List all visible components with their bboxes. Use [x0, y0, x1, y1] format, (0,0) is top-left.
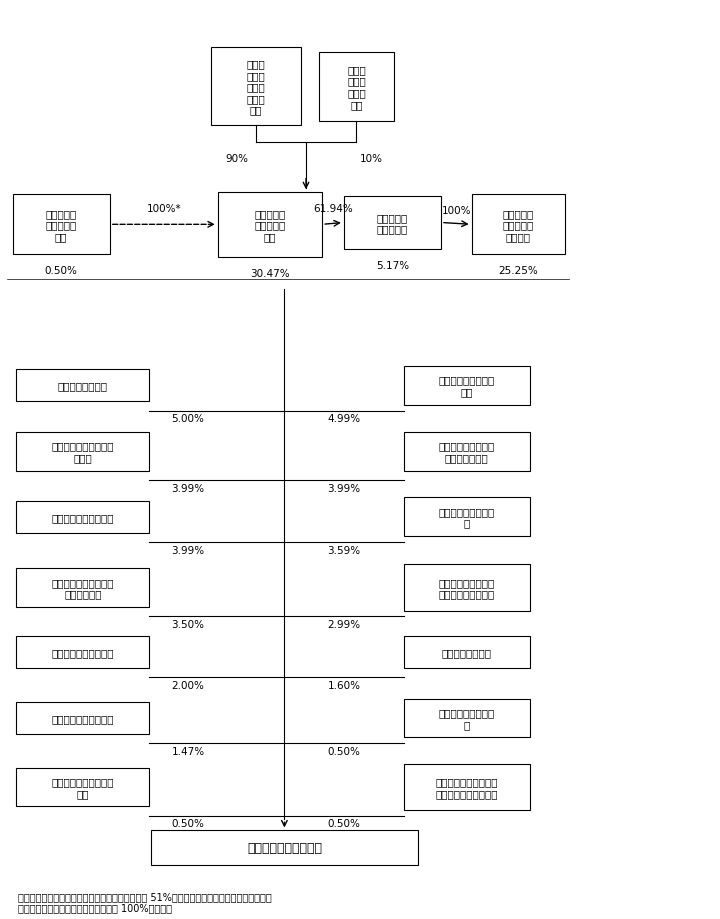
Text: 盐城市海兴集团有限
公司: 盐城市海兴集团有限 公司 [438, 375, 495, 397]
Text: 2.99%: 2.99% [328, 619, 361, 630]
Text: 3.50%: 3.50% [171, 619, 204, 630]
Text: 中信证券投资有限公
司: 中信证券投资有限公 司 [438, 708, 495, 729]
Text: 0.50%: 0.50% [45, 266, 78, 276]
Text: 90%: 90% [225, 153, 248, 164]
FancyBboxPatch shape [17, 433, 150, 471]
FancyBboxPatch shape [210, 48, 301, 126]
Text: 北京建龙重工集团有限
公司: 北京建龙重工集团有限 公司 [52, 777, 114, 798]
Text: 3.99%: 3.99% [328, 483, 361, 494]
FancyBboxPatch shape [403, 765, 530, 811]
Text: 4.99%: 4.99% [328, 414, 361, 424]
Text: 中国外运股份有限公司: 中国外运股份有限公司 [52, 713, 114, 723]
Text: 3.99%: 3.99% [171, 545, 204, 555]
Text: 普洛斯投资（上海）有
限公司: 普洛斯投资（上海）有 限公司 [52, 441, 114, 463]
Text: 100%: 100% [441, 206, 471, 216]
FancyBboxPatch shape [217, 193, 323, 257]
Text: 山西太钢创
业投资有限
公司: 山西太钢创 业投资有限 公司 [45, 209, 77, 242]
Text: 三井物产株式会社: 三井物产株式会社 [441, 647, 492, 657]
Text: 国务院
国有资
产监督
管理委
员会: 国务院 国有资 产监督 管理委 员会 [246, 59, 265, 116]
Text: 广西盛隆冶金有限公
司: 广西盛隆冶金有限公 司 [438, 506, 495, 528]
FancyBboxPatch shape [13, 195, 110, 255]
Text: 100%*: 100%* [146, 204, 181, 214]
Text: 欧冶云商股份有限公司: 欧冶云商股份有限公司 [247, 842, 322, 855]
Text: 北京首钢基金有限公司: 北京首钢基金有限公司 [52, 512, 114, 522]
Text: 5.17%: 5.17% [376, 261, 409, 271]
FancyBboxPatch shape [319, 52, 395, 121]
Text: 0.50%: 0.50% [328, 746, 361, 756]
FancyBboxPatch shape [403, 699, 530, 738]
Text: 上海宝钢国
际经济贸易
有限公司: 上海宝钢国 际经济贸易 有限公司 [503, 209, 534, 242]
FancyBboxPatch shape [403, 433, 530, 471]
Text: 1.60%: 1.60% [328, 680, 361, 690]
Text: 全国社
会保障
基金理
事会: 全国社 会保障 基金理 事会 [347, 65, 366, 109]
Text: 3.99%: 3.99% [171, 483, 204, 494]
FancyBboxPatch shape [403, 564, 530, 612]
FancyBboxPatch shape [344, 197, 441, 250]
FancyBboxPatch shape [403, 367, 530, 405]
Text: 宝山钢铁股
份有限公司: 宝山钢铁股 份有限公司 [377, 212, 408, 234]
FancyBboxPatch shape [403, 498, 530, 537]
Text: 1.47%: 1.47% [171, 746, 204, 756]
Text: 25.25%: 25.25% [498, 266, 539, 276]
FancyBboxPatch shape [17, 702, 150, 734]
Text: 本钢集团有限公司: 本钢集团有限公司 [58, 380, 108, 391]
Text: 5.00%: 5.00% [171, 414, 204, 424]
Text: 中国宝武钢
铁集团有限
公司: 中国宝武钢 铁集团有限 公司 [254, 209, 286, 242]
Text: 江苏沙钢集团有限公司: 江苏沙钢集团有限公司 [52, 647, 114, 657]
Text: 10%: 10% [360, 153, 383, 164]
Text: 0.50%: 0.50% [328, 819, 361, 829]
Text: 61.94%: 61.94% [313, 204, 353, 214]
Text: 北京建玥股权投资基金
（有限合伙）: 北京建玥股权投资基金 （有限合伙） [52, 577, 114, 598]
FancyBboxPatch shape [17, 569, 150, 607]
Text: 30.47%: 30.47% [250, 268, 290, 278]
FancyBboxPatch shape [17, 768, 150, 807]
Text: 3.59%: 3.59% [328, 545, 361, 555]
FancyBboxPatch shape [151, 831, 418, 866]
Text: 中国国有企业结构调
整基金股份有限公司: 中国国有企业结构调 整基金股份有限公司 [438, 577, 495, 598]
Text: 上海欧玑企业管理中
心（有限合伙）: 上海欧玑企业管理中 心（有限合伙） [438, 441, 495, 463]
FancyBboxPatch shape [472, 195, 565, 255]
FancyBboxPatch shape [403, 636, 530, 668]
Text: 深圳市招商局创新投资
基金中心（有限合伙）: 深圳市招商局创新投资 基金中心（有限合伙） [436, 777, 498, 798]
Text: 2.00%: 2.00% [171, 680, 204, 690]
Text: 0.50%: 0.50% [171, 819, 204, 829]
FancyBboxPatch shape [17, 501, 150, 533]
FancyBboxPatch shape [17, 636, 150, 668]
FancyBboxPatch shape [17, 369, 150, 402]
Text: 注：中国宝武直接持有太原钢铁（集团）有限公司 51%的股权，通过太原钢铁（集团）有限公
司间接控制山西太钢创业投资有限公司 100%的股权。: 注：中国宝武直接持有太原钢铁（集团）有限公司 51%的股权，通过太原钢铁（集团）… [18, 891, 271, 913]
